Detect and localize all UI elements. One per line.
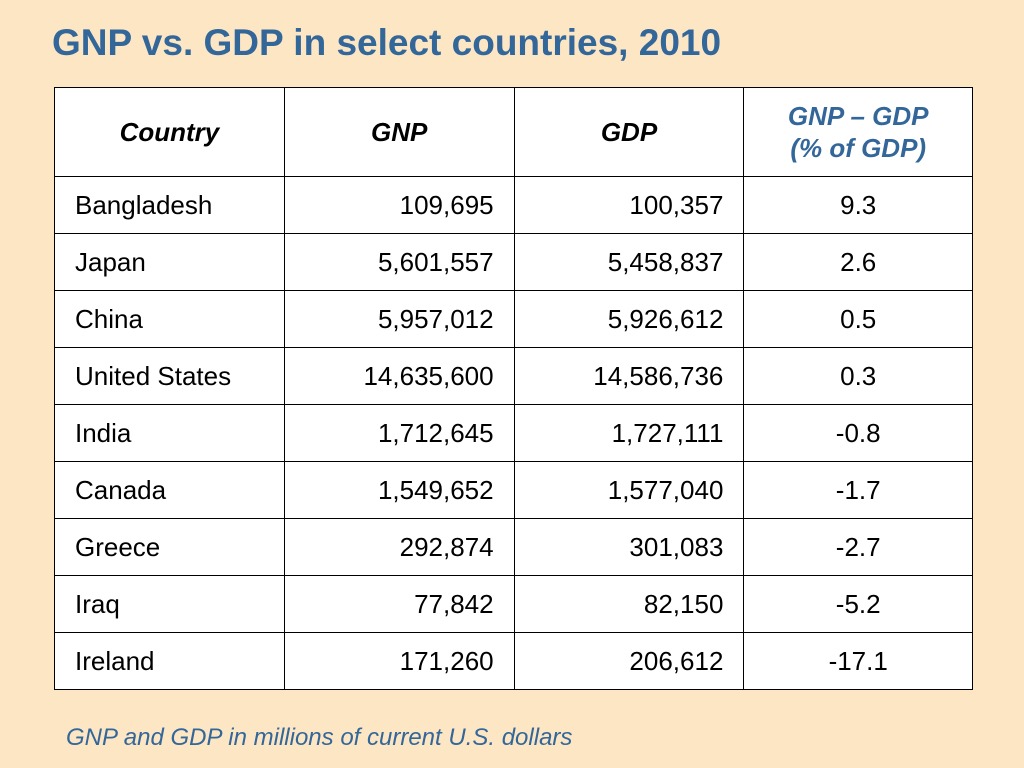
header-country: Country bbox=[54, 87, 285, 177]
table-row: Iraq 77,842 82,150 -5.2 bbox=[54, 575, 973, 633]
cell-gnp: 1,549,652 bbox=[283, 461, 515, 519]
cell-diff: 9.3 bbox=[743, 176, 973, 234]
cell-gdp: 14,586,736 bbox=[513, 347, 745, 405]
cell-country: United States bbox=[54, 347, 285, 405]
cell-gdp: 301,083 bbox=[513, 518, 745, 576]
cell-diff: 2.6 bbox=[743, 233, 973, 291]
table-row: Canada 1,549,652 1,577,040 -1.7 bbox=[54, 461, 973, 519]
cell-gdp: 5,458,837 bbox=[513, 233, 745, 291]
cell-gnp: 5,601,557 bbox=[283, 233, 515, 291]
cell-gnp: 14,635,600 bbox=[283, 347, 515, 405]
cell-diff: 0.5 bbox=[743, 290, 973, 348]
table-row: United States 14,635,600 14,586,736 0.3 bbox=[54, 347, 973, 405]
footnote: GNP and GDP in millions of current U.S. … bbox=[66, 724, 573, 751]
cell-gnp: 109,695 bbox=[283, 176, 515, 234]
cell-gdp: 1,727,111 bbox=[513, 404, 745, 462]
cell-country: Greece bbox=[54, 518, 285, 576]
table-row: Ireland 171,260 206,612 -17.1 bbox=[54, 632, 973, 690]
cell-gdp: 100,357 bbox=[513, 176, 745, 234]
cell-country: Iraq bbox=[54, 575, 285, 633]
header-gdp: GDP bbox=[513, 87, 745, 177]
cell-diff: -5.2 bbox=[743, 575, 973, 633]
cell-gdp: 5,926,612 bbox=[513, 290, 745, 348]
cell-diff: -17.1 bbox=[743, 632, 973, 690]
table-row: Bangladesh 109,695 100,357 9.3 bbox=[54, 176, 973, 234]
slide-title: GNP vs. GDP in select countries, 2010 bbox=[52, 22, 722, 63]
cell-diff: -0.8 bbox=[743, 404, 973, 462]
cell-gnp: 171,260 bbox=[283, 632, 515, 690]
table-row: Japan 5,601,557 5,458,837 2.6 bbox=[54, 233, 973, 291]
header-diff-line2: (% of GDP) bbox=[790, 133, 927, 163]
cell-diff: -2.7 bbox=[743, 518, 973, 576]
cell-gnp: 5,957,012 bbox=[283, 290, 515, 348]
table-row: China 5,957,012 5,926,612 0.5 bbox=[54, 290, 973, 348]
cell-country: Bangladesh bbox=[54, 176, 285, 234]
cell-gdp: 1,577,040 bbox=[513, 461, 745, 519]
cell-gnp: 292,874 bbox=[283, 518, 515, 576]
gnp-gdp-table: Country GNP GDP GNP – GDP (% of GDP) Ban… bbox=[54, 87, 973, 690]
cell-country: China bbox=[54, 290, 285, 348]
cell-gdp: 82,150 bbox=[513, 575, 745, 633]
table-header-row: Country GNP GDP GNP – GDP (% of GDP) bbox=[54, 87, 973, 177]
cell-diff: -1.7 bbox=[743, 461, 973, 519]
cell-country: Japan bbox=[54, 233, 285, 291]
cell-country: Ireland bbox=[54, 632, 285, 690]
cell-diff: 0.3 bbox=[743, 347, 973, 405]
cell-gnp: 1,712,645 bbox=[283, 404, 515, 462]
header-diff-line1: GNP – GDP bbox=[787, 101, 929, 131]
cell-gdp: 206,612 bbox=[513, 632, 745, 690]
cell-country: India bbox=[54, 404, 285, 462]
table-row: Greece 292,874 301,083 -2.7 bbox=[54, 518, 973, 576]
cell-country: Canada bbox=[54, 461, 285, 519]
header-gnp-gdp-diff: GNP – GDP (% of GDP) bbox=[743, 87, 973, 177]
header-gnp: GNP bbox=[283, 87, 515, 177]
cell-gnp: 77,842 bbox=[283, 575, 515, 633]
table-row: India 1,712,645 1,727,111 -0.8 bbox=[54, 404, 973, 462]
